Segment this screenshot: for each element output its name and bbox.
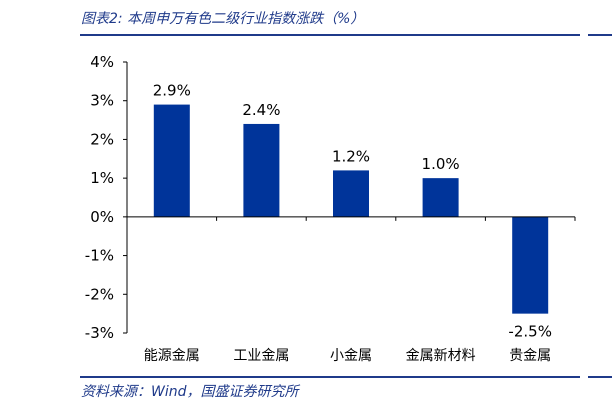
y-tick-label: 3% (90, 92, 114, 110)
bars: 2.9% 2.4% 1.2% 1.0% -2.5% (153, 82, 552, 341)
y-tick-label: 1% (90, 169, 114, 187)
y-tick-label: 2% (90, 130, 114, 148)
y-tick-label: 0% (90, 208, 114, 226)
y-axis: 4% 3% 2% 1% 0% -1% -2% -3% (85, 53, 128, 342)
bar-4 (422, 178, 459, 217)
data-label: 1.2% (332, 147, 370, 165)
x-axis: 能源金属 工业金属 小金属 金属新材料 贵金属 (126, 216, 576, 364)
data-label: -2.5% (508, 323, 552, 341)
x-category-label: 金属新材料 (406, 348, 476, 364)
y-tick-label: -2% (85, 285, 114, 303)
top-divider (80, 34, 580, 36)
bar-3 (333, 170, 369, 217)
x-category-label: 小金属 (330, 348, 372, 364)
bar-5 (512, 216, 549, 314)
x-category-label: 贵金属 (509, 348, 551, 364)
bar-1 (153, 104, 190, 217)
x-category-label: 工业金属 (233, 348, 289, 364)
y-tick-label: -1% (85, 247, 114, 265)
chart-title: 图表2: 本周申万有色二级行业指数涨跌（%） (81, 11, 365, 27)
x-category-label: 能源金属 (144, 348, 200, 364)
y-tick-label: 4% (90, 53, 114, 71)
top-divider-tail (588, 34, 612, 36)
bottom-divider (80, 376, 580, 378)
y-tick-label: -3% (85, 324, 114, 342)
source-note: 资料来源：Wind，国盛证券研究所 (81, 384, 299, 400)
data-label: 2.4% (242, 101, 280, 119)
data-label: 1.0% (422, 155, 460, 173)
bar-2 (243, 123, 280, 217)
data-label: 2.9% (153, 82, 191, 100)
bottom-divider-tail (588, 376, 612, 378)
